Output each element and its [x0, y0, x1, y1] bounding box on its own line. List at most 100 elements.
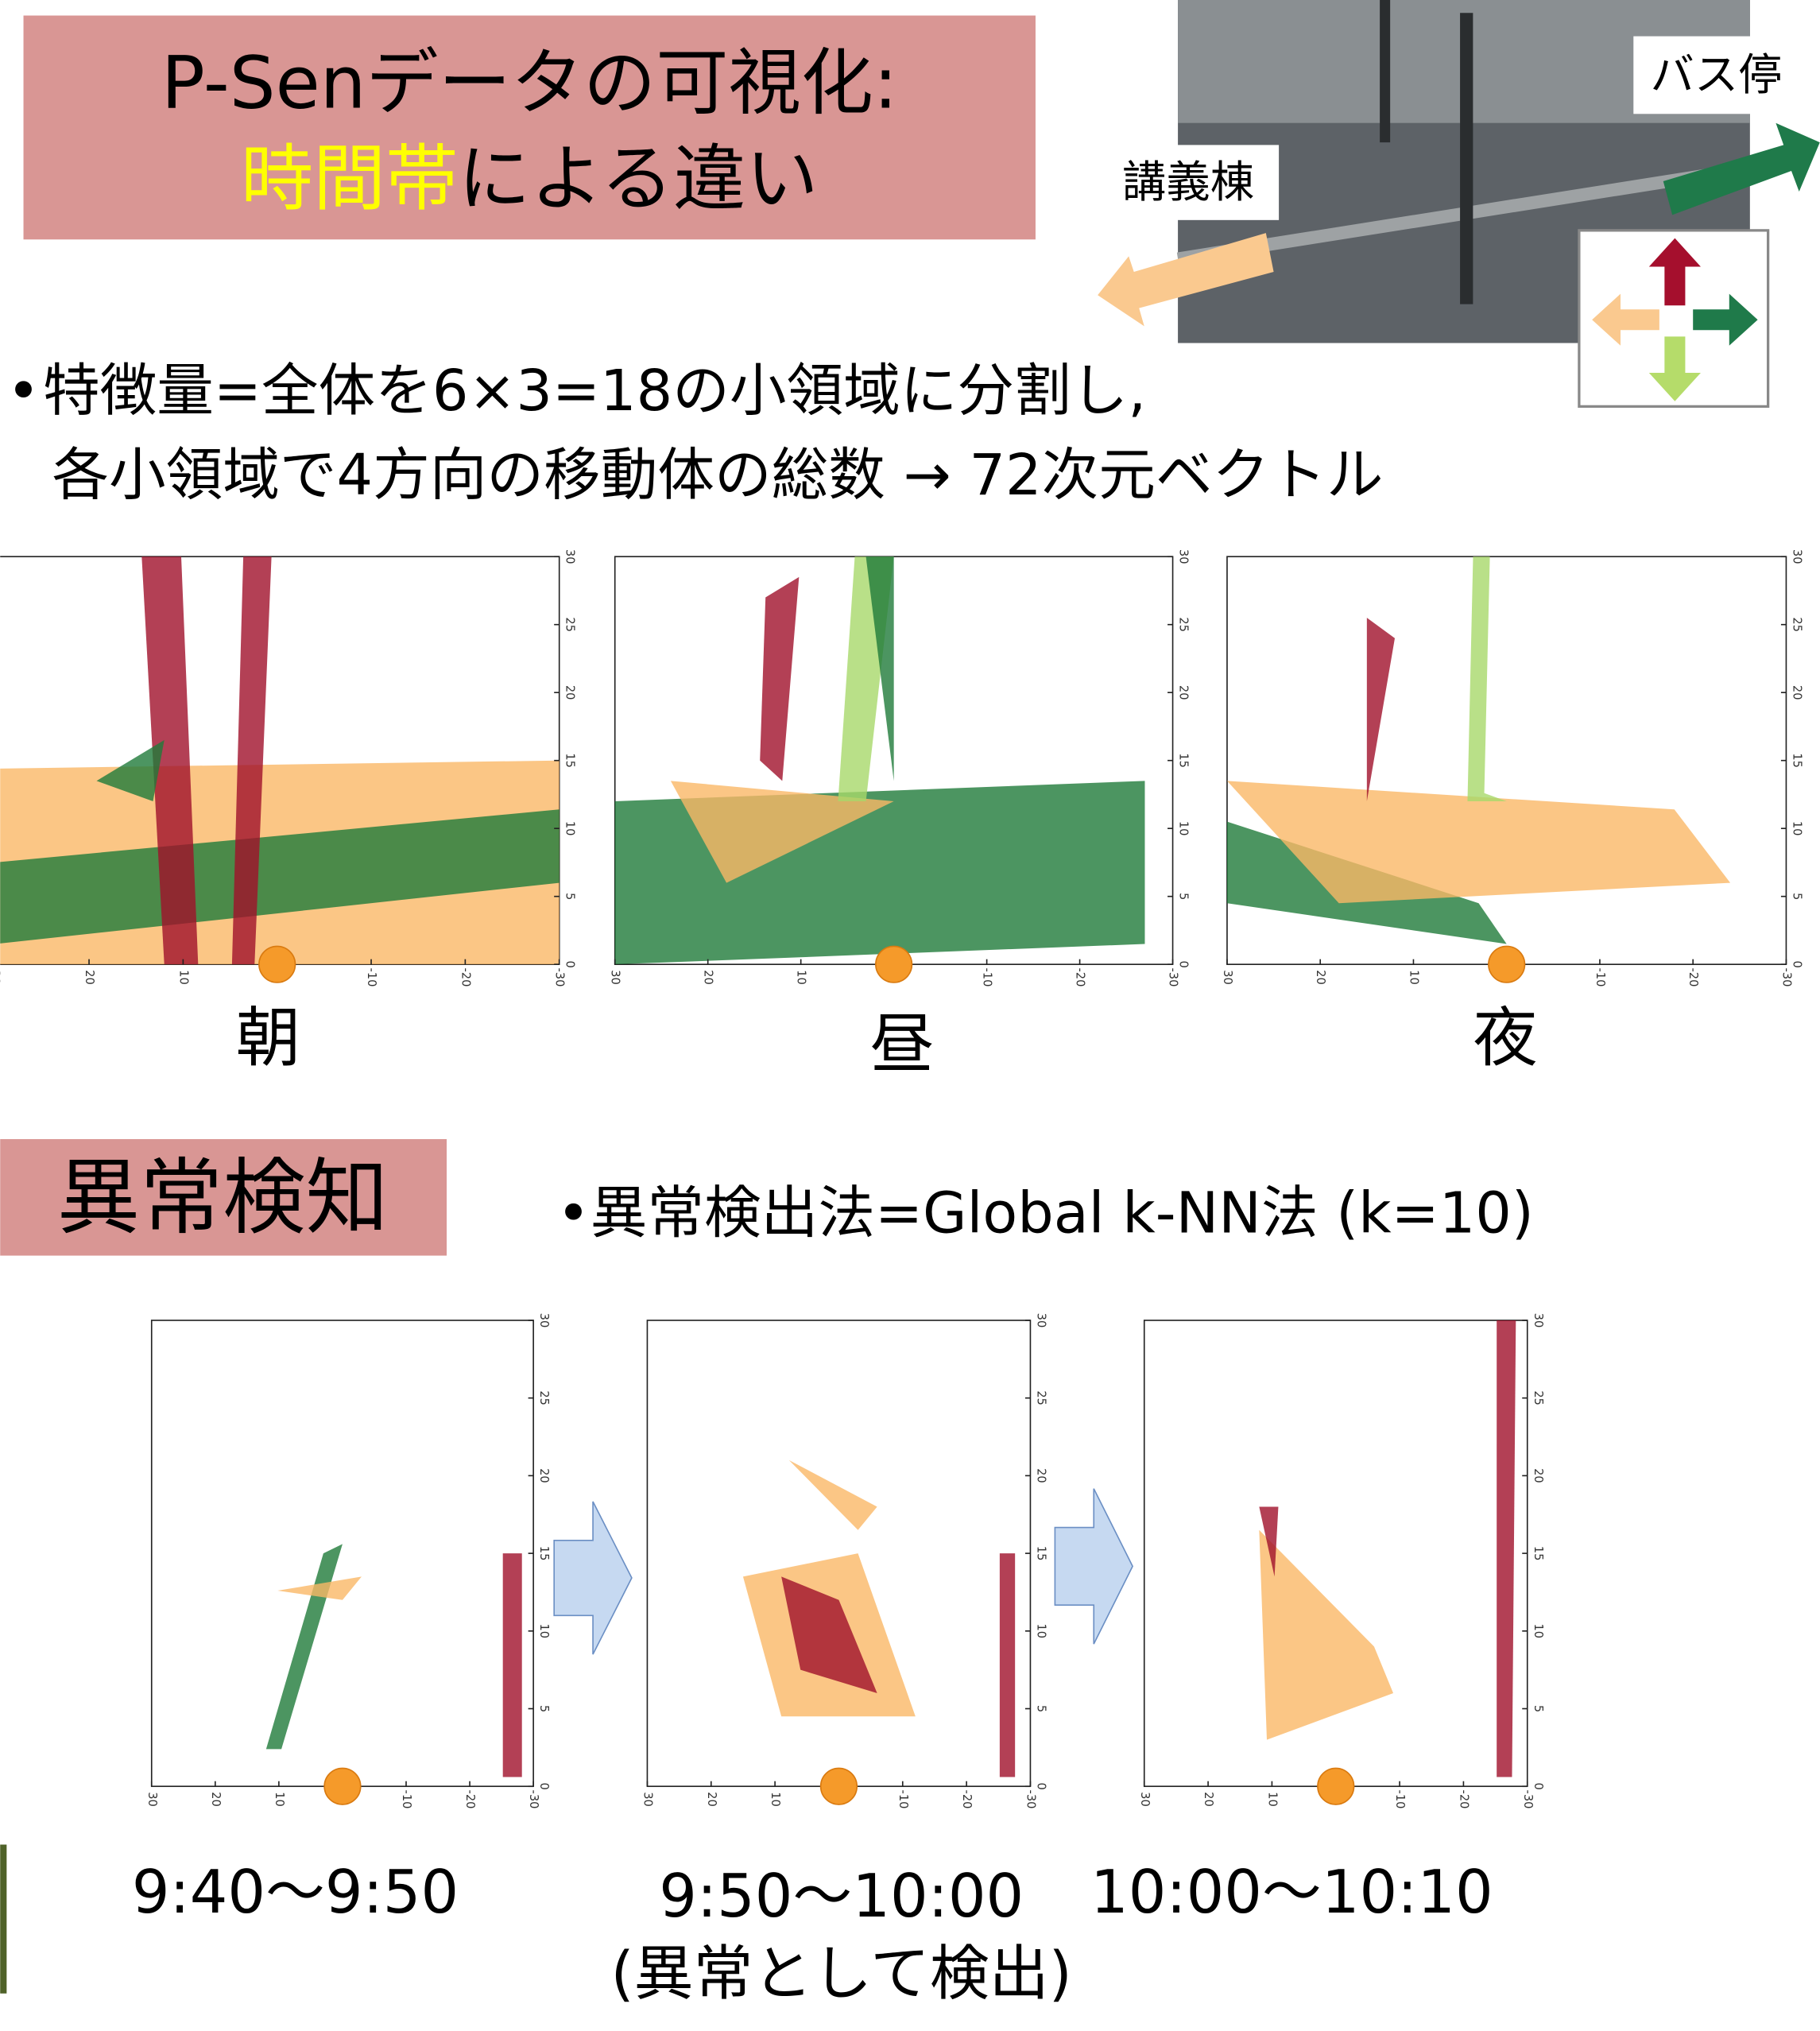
y-tick-label: 5 — [1790, 893, 1803, 900]
section-title: 異常検知 — [57, 1149, 389, 1246]
title-highlight: 時間帯 — [241, 136, 459, 221]
x-tick-label: 30 — [0, 970, 2, 985]
point-cloud — [0, 809, 560, 944]
point-cloud — [781, 1576, 877, 1693]
point-cloud — [788, 1459, 877, 1530]
y-tick-label: 5 — [1177, 893, 1191, 900]
label-box — [1633, 36, 1799, 114]
bullet-mark: • — [556, 1179, 590, 1246]
point-cloud — [231, 556, 272, 965]
time-of-day: 朝 — [236, 1000, 300, 1076]
plot-frame — [1143, 1320, 1528, 1788]
y-tick-label: 20 — [1034, 1468, 1047, 1483]
x-tick-label: 30 — [1221, 970, 1234, 985]
y-tick-label: 5 — [1532, 1705, 1545, 1712]
y-tick-label: 15 — [1790, 753, 1803, 768]
side-bar — [0, 1844, 7, 1994]
compass-up — [1648, 238, 1701, 306]
y-tick-label: 30 — [1034, 1313, 1047, 1328]
y-tick-label: 10 — [1177, 821, 1191, 836]
x-tick-label: 10 — [1265, 1792, 1279, 1807]
compass-left — [1592, 293, 1659, 346]
y-tick-label: 5 — [563, 893, 577, 900]
x-tick-label: -30 — [1779, 968, 1793, 987]
bullet: 各小領域で4方向の移動体の総数 → 72次元ベクトル — [52, 441, 1383, 508]
bullet: 異常検出法=Global k-NN法 (k=10) — [591, 1179, 1534, 1246]
arrow-building — [1098, 233, 1274, 327]
x-tick-label: -30 — [553, 968, 567, 987]
arrow-bus — [1663, 122, 1820, 215]
y-tick-label: 10 — [563, 821, 577, 836]
section-box — [0, 1139, 447, 1256]
x-tick-label: 20 — [209, 1792, 223, 1807]
title: 時間帯による違い — [241, 136, 819, 221]
compass-down — [1648, 336, 1701, 401]
y-tick-label: 20 — [537, 1468, 551, 1483]
y-tick-label: 25 — [1532, 1390, 1545, 1405]
y-tick-label: 25 — [537, 1390, 551, 1405]
y-tick-label: 0 — [563, 961, 577, 968]
point-cloud — [1259, 1506, 1279, 1577]
scatter-plot: 0 5 10 15 20 25 30 30 20 10 -10 -20 -30 — [0, 549, 577, 987]
x-tick-label: 10 — [176, 970, 190, 985]
x-tick-label: -10 — [400, 1790, 413, 1809]
y-tick-label: 0 — [1532, 1783, 1545, 1790]
point-cloud — [999, 1553, 1016, 1777]
point-cloud — [1366, 618, 1396, 801]
y-tick-label: 30 — [1177, 549, 1191, 564]
y-tick-label: 25 — [563, 617, 577, 632]
x-tick-label: 10 — [1407, 970, 1420, 985]
label-box — [1098, 145, 1280, 220]
y-tick-label: 20 — [1177, 685, 1191, 700]
y-tick-label: 30 — [1790, 549, 1803, 564]
y-tick-label: 20 — [563, 685, 577, 700]
x-tick-label: 10 — [795, 970, 808, 985]
x-tick-label: -20 — [1074, 968, 1087, 987]
x-tick-label: 30 — [609, 970, 622, 985]
scatter-plot: 0 5 10 15 20 25 30 30 20 10 -10 -20 -30 — [1221, 549, 1804, 987]
y-tick-label: 5 — [1034, 1705, 1047, 1712]
y-tick-label: 15 — [537, 1546, 551, 1561]
y-tick-label: 25 — [1034, 1390, 1047, 1405]
scatter-plot: 0 5 10 15 20 25 30 30 20 10 -10 -20 -30 — [145, 1313, 551, 1809]
y-tick-label: 0 — [537, 1783, 551, 1790]
x-tick-label: -30 — [1521, 1790, 1535, 1809]
bullet-mark: • — [6, 357, 40, 424]
plot-frame — [150, 1320, 534, 1788]
y-tick-label: 5 — [537, 1705, 551, 1712]
y-tick-label: 15 — [1034, 1546, 1047, 1561]
x-tick-label: -20 — [463, 1790, 477, 1809]
point-cloud — [1226, 781, 1731, 904]
time-label: 9:40〜9:50 — [132, 1857, 459, 1927]
point-cloud — [502, 1553, 522, 1777]
x-tick-label: -30 — [527, 1790, 540, 1809]
y-tick-label: 15 — [563, 753, 577, 768]
scatter-plot: 0 5 10 15 20 25 30 30 20 10 -10 -20 -30 — [641, 1313, 1047, 1809]
y-tick-label: 30 — [563, 549, 577, 564]
label-bus: バス停 — [1650, 50, 1782, 101]
x-tick-label: -30 — [1024, 1790, 1037, 1809]
bullet: 特徴量=全体を6×3=18の小領域に分割し, — [43, 357, 1146, 424]
sensor-position — [258, 945, 296, 983]
time-of-day: 昼 — [870, 1006, 935, 1082]
point-cloud — [1497, 1320, 1516, 1777]
point-cloud — [760, 576, 800, 781]
title-rest: による違い — [458, 136, 818, 221]
x-tick-label: 30 — [1138, 1792, 1152, 1807]
x-tick-label: -10 — [896, 1790, 910, 1809]
y-tick-label: 10 — [537, 1623, 551, 1638]
x-tick-label: 20 — [1314, 970, 1327, 985]
y-tick-label: 30 — [1532, 1313, 1545, 1328]
x-tick-label: 20 — [702, 970, 715, 985]
y-tick-label: 20 — [1790, 685, 1803, 700]
y-tick-label: 0 — [1177, 961, 1191, 968]
sensor-position — [1317, 1767, 1355, 1805]
y-tick-label: 0 — [1034, 1783, 1047, 1790]
x-tick-label: -10 — [1393, 1790, 1407, 1809]
x-tick-label: 10 — [273, 1792, 286, 1807]
point-cloud — [141, 556, 199, 965]
point-cloud — [670, 781, 894, 883]
compass-right — [1693, 293, 1758, 346]
